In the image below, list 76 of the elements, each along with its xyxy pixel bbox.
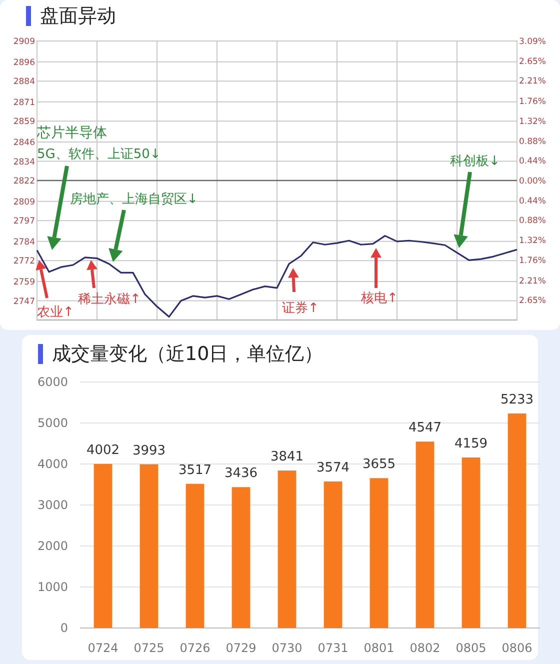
y2-tick-label: 0.00% xyxy=(519,176,546,186)
annotation: 农业↑ xyxy=(37,305,74,320)
y-tick-label: 2871 xyxy=(13,98,35,108)
annotation: 房地产、上海自贸区↓ xyxy=(70,191,198,207)
chart-title: 成交量变化（近10日，单位亿） xyxy=(52,343,324,365)
x-tick-label: 0729 xyxy=(226,641,256,655)
y2-tick-label: 2.21% xyxy=(519,276,546,286)
y-tick-label: 2747 xyxy=(13,296,35,307)
x-tick-label: 0801 xyxy=(364,641,394,655)
y-tick-label: 3000 xyxy=(37,498,68,512)
annotation: 核电↑ xyxy=(360,291,398,306)
data-label: 4002 xyxy=(86,442,120,458)
y2-tick-label: 3.09% xyxy=(519,37,546,47)
y-tick-label: 6000 xyxy=(37,375,68,389)
y-tick-label: 1000 xyxy=(37,580,68,594)
annotation: 稀土永磁↑ xyxy=(78,291,141,307)
annotation: 5G、软件、上证50↓ xyxy=(37,147,161,162)
data-label: 3517 xyxy=(178,462,212,478)
bar xyxy=(94,464,112,628)
data-label: 3574 xyxy=(316,460,350,476)
y-tick-label: 2834 xyxy=(13,157,35,168)
y-tick-label: 2859 xyxy=(13,117,35,128)
y-tick-label: 2772 xyxy=(13,256,35,267)
bar xyxy=(370,478,388,628)
bar xyxy=(462,457,480,628)
bar xyxy=(278,470,296,628)
x-tick-label: 0724 xyxy=(88,641,118,655)
x-tick-label: 0806 xyxy=(502,641,532,655)
x-tick-label: 0731 xyxy=(318,641,348,655)
chart-title: 盘面异动 xyxy=(40,5,116,27)
data-label: 3436 xyxy=(224,466,258,482)
y2-tick-label: 1.76% xyxy=(519,256,546,266)
x-tick-label: 0726 xyxy=(180,641,210,655)
y-tick-label: 2797 xyxy=(13,216,35,227)
x-tick-label: 0802 xyxy=(410,641,440,655)
x-tick-label: 0805 xyxy=(456,641,486,655)
bar xyxy=(140,464,158,628)
y2-tick-label: 2.65% xyxy=(519,56,546,67)
annotation: 科创板↓ xyxy=(450,154,500,169)
bar xyxy=(186,484,204,628)
x-tick-label: 0730 xyxy=(272,641,302,655)
y-tick-label: 2809 xyxy=(13,197,35,208)
data-label: 3841 xyxy=(270,450,304,465)
data-label: 3655 xyxy=(362,457,396,472)
y2-tick-label: 2.21% xyxy=(519,76,546,87)
y2-tick-label: 0.44% xyxy=(519,196,546,206)
line-series xyxy=(36,235,518,318)
data-label: 5233 xyxy=(500,392,534,408)
data-label: 3993 xyxy=(132,443,166,458)
annotation: 证券↑ xyxy=(282,301,319,316)
y-tick-label: 2909 xyxy=(13,37,35,47)
y-tick-label: 2896 xyxy=(13,58,35,68)
y2-tick-label: 0.88% xyxy=(519,136,546,147)
data-label: 4547 xyxy=(408,420,442,436)
annotation: 芯片半导体 xyxy=(36,125,107,141)
bar xyxy=(324,481,342,628)
y-tick-label: 2000 xyxy=(37,539,68,553)
bar xyxy=(416,442,434,628)
y2-tick-label: 1.76% xyxy=(519,97,546,108)
y2-tick-label: 0.44% xyxy=(519,156,546,167)
y-tick-label: 0 xyxy=(60,621,68,635)
y-tick-label: 2846 xyxy=(13,138,35,148)
y-tick-label: 2884 xyxy=(13,77,35,88)
data-label: 4159 xyxy=(454,436,488,452)
y-tick-label: 2822 xyxy=(13,176,35,186)
y2-tick-label: 1.32% xyxy=(519,236,546,246)
y2-tick-label: 1.32% xyxy=(519,116,546,127)
y2-tick-label: 0.88% xyxy=(519,216,546,226)
y-tick-label: 4000 xyxy=(37,457,68,471)
y-tick-label: 5000 xyxy=(37,416,68,430)
y-tick-label: 2784 xyxy=(13,237,35,248)
bar xyxy=(232,487,250,628)
y-tick-label: 2759 xyxy=(13,278,35,288)
y2-tick-label: 2.65% xyxy=(519,296,546,306)
bar xyxy=(508,413,526,628)
x-tick-label: 0725 xyxy=(134,641,164,655)
